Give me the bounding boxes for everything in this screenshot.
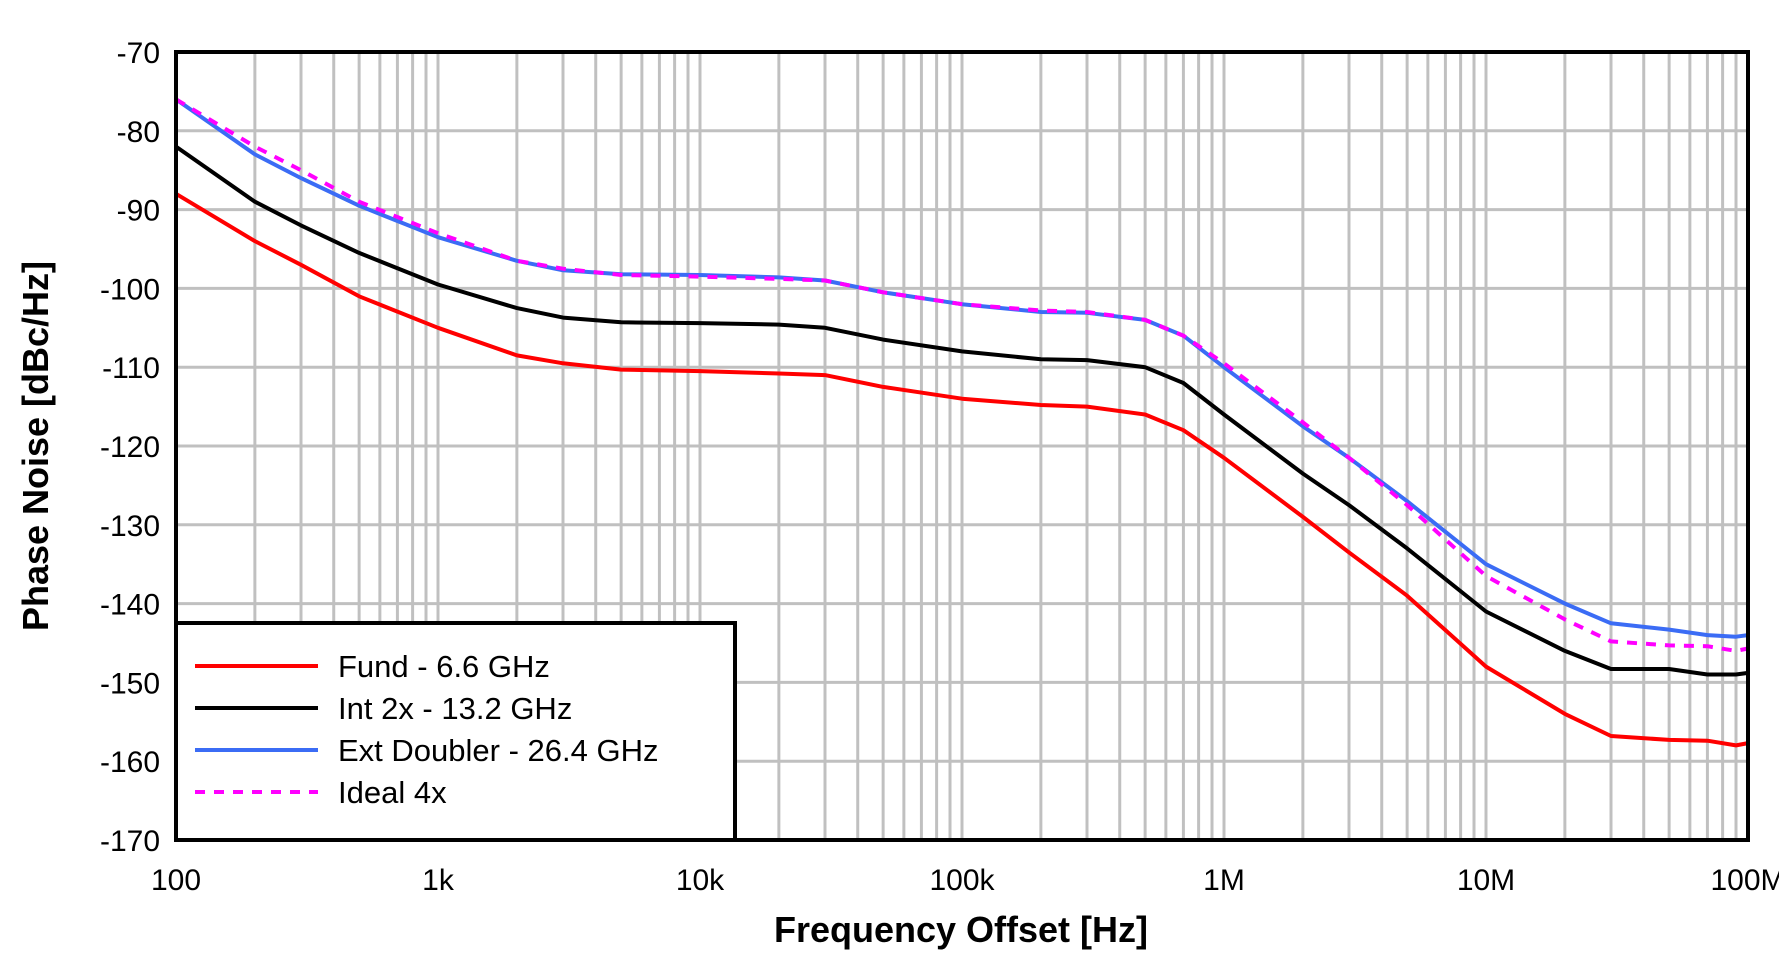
series-line-1	[174, 144, 1749, 677]
plot-frame	[174, 50, 1750, 842]
legend-box	[174, 621, 737, 842]
legend-label: Ext Doubler - 26.4 GHz	[338, 733, 658, 768]
x-tick-labels: 100 1k 10k 100k 1M 10M 100M	[151, 864, 1779, 897]
legend-label: Fund - 6.6 GHz	[338, 649, 550, 684]
y-tick-label: -140	[100, 589, 160, 622]
y-tick-label: -70	[117, 37, 160, 70]
series-line-2	[174, 97, 1749, 639]
y-tick-label: -120	[100, 431, 160, 464]
x-tick-label: 100k	[929, 864, 995, 897]
y-tick-label: -160	[100, 746, 160, 779]
y-tick-label: -80	[117, 116, 160, 149]
legend: Fund - 6.6 GHz Int 2x - 13.2 GHz Ext Doubl…	[174, 621, 737, 842]
series-line-0	[174, 192, 1749, 748]
x-tick-label: 100	[151, 864, 201, 897]
legend-label: Int 2x - 13.2 GHz	[338, 691, 572, 726]
y-axis-title: Phase Noise [dBc/Hz]	[15, 261, 56, 631]
y-tick-label: -110	[102, 352, 160, 385]
y-tick-label: -100	[100, 273, 160, 306]
y-tick-label: -170	[100, 825, 160, 858]
legend-label: Ideal 4x	[338, 775, 447, 810]
x-tick-label: 1k	[422, 864, 455, 897]
x-tick-label: 10k	[676, 864, 725, 897]
x-tick-label: 1M	[1203, 864, 1245, 897]
x-axis-title: Frequency Offset [Hz]	[774, 909, 1148, 950]
series-lines	[174, 97, 1749, 748]
y-tick-label: -130	[100, 510, 160, 543]
y-tick-labels: -70 -80 -90 -100 -110 -120 -130 -140 -150 -160 -17…	[100, 37, 160, 858]
x-tick-label: 100M	[1710, 864, 1779, 897]
x-tick-label: 10M	[1457, 864, 1515, 897]
y-tick-label: -90	[117, 195, 160, 228]
y-tick-label: -150	[100, 667, 160, 700]
